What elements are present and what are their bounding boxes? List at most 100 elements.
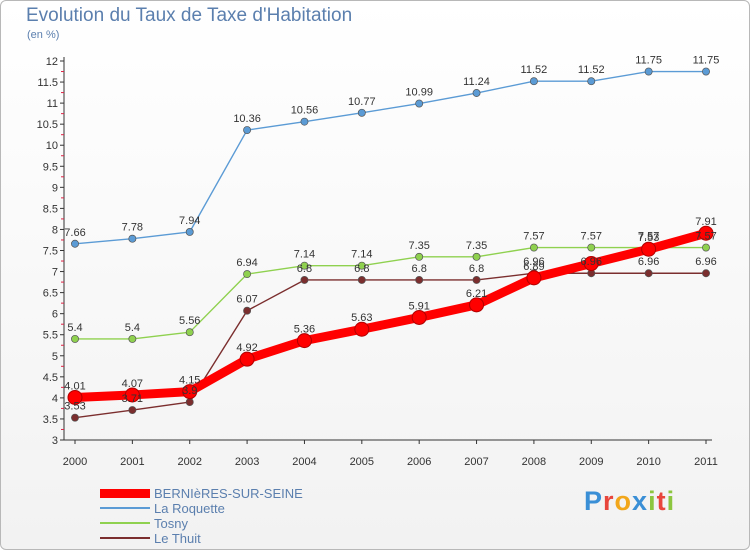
data-point <box>300 276 309 284</box>
data-point <box>357 261 366 270</box>
data-point <box>469 297 485 313</box>
y-tick-label: 3 <box>52 435 58 447</box>
data-label: 5.36 <box>294 324 315 336</box>
data-point <box>644 269 653 278</box>
data-label: 6.8 <box>354 263 369 275</box>
data-label: 6.89 <box>523 261 544 273</box>
data-point <box>128 234 137 243</box>
data-label: 11.24 <box>463 76 490 88</box>
data-point <box>641 241 657 257</box>
y-tick-label: 6.5 <box>43 288 58 300</box>
data-label: 7.57 <box>695 231 716 243</box>
data-point <box>357 276 366 284</box>
data-label: 6.96 <box>638 256 659 268</box>
series-line-0 <box>70 228 711 402</box>
x-tick-label: 2000 <box>63 456 87 468</box>
y-tick-label: 6 <box>52 309 58 321</box>
data-point <box>354 321 370 337</box>
data-point <box>698 225 714 241</box>
y-tick-label: 8 <box>52 224 58 236</box>
data-point <box>415 276 424 284</box>
x-tick-label: 2008 <box>522 456 546 468</box>
data-point <box>415 99 424 108</box>
data-point <box>472 252 481 261</box>
data-label: 6.96 <box>523 256 544 268</box>
data-point <box>300 117 309 126</box>
x-tick-label: 2010 <box>636 456 660 468</box>
y-tick-label: 7 <box>52 267 58 279</box>
data-label: 5.4 <box>125 322 140 334</box>
data-label: 7.14 <box>294 249 315 261</box>
data-label: 5.56 <box>179 315 200 327</box>
data-label: 4.01 <box>64 380 85 392</box>
data-label: 10.99 <box>405 87 433 99</box>
data-point <box>702 67 710 76</box>
legend-label: La Roquette <box>154 501 225 516</box>
data-point <box>583 256 599 272</box>
data-point <box>71 239 79 248</box>
data-label: 6.8 <box>412 263 427 275</box>
data-point <box>128 334 137 343</box>
data-point <box>243 126 252 135</box>
y-tick-label: 11.5 <box>37 77 58 89</box>
y-tick-label: 10.5 <box>37 119 58 131</box>
data-label: 7.91 <box>695 216 716 228</box>
data-point <box>702 243 710 252</box>
data-label: 10.77 <box>348 96 376 108</box>
chart-title: Evolution du Taux de Taxe d'Habitation <box>26 5 353 26</box>
data-label: 11.52 <box>578 64 605 76</box>
data-label: 4.07 <box>122 378 143 390</box>
data-label: 3.71 <box>122 393 143 405</box>
data-label: 11.75 <box>693 55 720 67</box>
legend-swatch <box>100 507 150 509</box>
data-label: 3.9 <box>182 385 197 397</box>
unit-label: (en %) <box>27 29 60 41</box>
data-label: 7.35 <box>466 240 487 252</box>
y-tick-label: 9.5 <box>43 161 58 173</box>
series-line-1 <box>74 70 707 245</box>
data-point <box>644 67 653 76</box>
data-label: 6.8 <box>469 263 484 275</box>
x-tick-label: 2002 <box>177 456 201 468</box>
series-line-2 <box>74 246 707 340</box>
data-label: 6.21 <box>466 288 487 300</box>
data-label: 7.57 <box>523 231 544 243</box>
data-label: 6.94 <box>236 257 257 269</box>
data-label: 10.36 <box>233 113 261 125</box>
y-tick-label: 5 <box>52 351 58 363</box>
data-label: 6.8 <box>297 263 312 275</box>
legend-label: Le Thuit <box>154 531 201 546</box>
data-point <box>185 328 194 337</box>
data-point <box>71 413 79 422</box>
y-tick-label: 9 <box>52 182 58 194</box>
x-tick-label: 2003 <box>235 456 259 468</box>
y-tick-label: 4 <box>52 393 58 405</box>
data-label: 7.14 <box>351 249 372 261</box>
x-tick-label: 2011 <box>694 456 718 468</box>
y-tick-label: 4.5 <box>43 372 58 384</box>
data-point <box>71 334 79 343</box>
legend-swatch <box>100 537 150 539</box>
data-point <box>529 77 538 86</box>
data-label: 5.91 <box>408 300 429 312</box>
data-point <box>587 77 596 86</box>
series-line-3 <box>74 272 707 419</box>
data-label: 11.52 <box>521 64 548 76</box>
proxiti-logo: Proxiti <box>584 486 676 516</box>
data-label: 4.15 <box>179 375 200 387</box>
data-point <box>300 261 309 270</box>
data-point <box>587 243 596 252</box>
data-point <box>185 228 194 236</box>
data-label: 5.63 <box>351 312 372 324</box>
data-label: 7.53 <box>638 232 659 244</box>
data-label: 7.78 <box>122 222 143 234</box>
data-label: 3.53 <box>64 401 85 413</box>
data-point <box>182 384 198 400</box>
data-point <box>185 398 194 407</box>
data-label: 5.4 <box>67 322 82 334</box>
data-point <box>243 270 252 279</box>
data-label: 7.57 <box>581 231 602 243</box>
y-tick-label: 5.5 <box>43 330 58 342</box>
